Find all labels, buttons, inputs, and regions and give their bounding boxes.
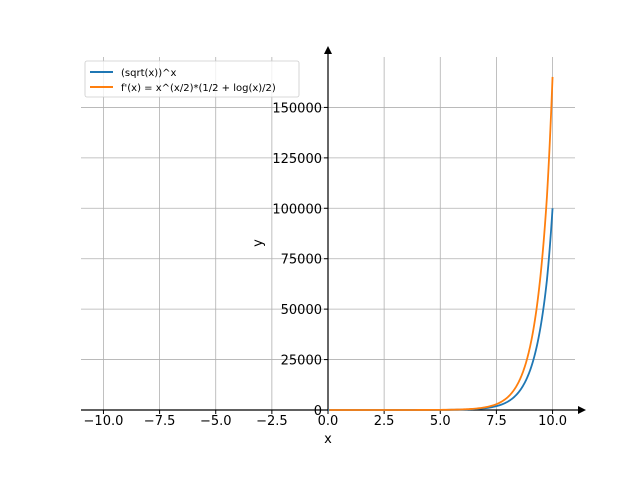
legend-frame <box>84 60 300 98</box>
x-ticks: −10.0 −7.5 −5.0 −2.5 0.0 2.5 5.0 7.5 10.0 <box>84 410 567 429</box>
series-line-1 <box>329 76 554 411</box>
x-tick-label: 0.0 <box>318 414 339 429</box>
x-tick-label: −10.0 <box>84 414 124 429</box>
x-axis-title: x <box>324 432 332 447</box>
legend-label-derivative: f'(x) = x^(x/2)*(1/2 + log(x)/2) <box>121 83 276 94</box>
legend: (sqrt(x))^x f'(x) = x^(x/2)*(1/2 + log(x… <box>84 60 300 98</box>
y-tick-label: 50000 <box>281 303 322 318</box>
y-tick-label: 125000 <box>272 152 322 167</box>
legend-label-sqrt: (sqrt(x))^x <box>121 68 176 79</box>
y-tick-label: 100000 <box>272 202 322 217</box>
y-tick-label: 150000 <box>272 101 322 116</box>
y-axis-title: y <box>251 239 266 247</box>
x-tick-label: 10.0 <box>538 414 567 429</box>
x-tick-label: 2.5 <box>374 414 395 429</box>
x-tick-label: −7.5 <box>144 414 176 429</box>
y-tick-label: 25000 <box>281 354 322 369</box>
x-tick-label: −2.5 <box>256 414 288 429</box>
x-tick-label: 5.0 <box>430 414 451 429</box>
x-tick-label: −5.0 <box>200 414 232 429</box>
y-tick-label: 0 <box>314 404 322 419</box>
y-ticks: 0 25000 50000 75000 100000 125000 150000 <box>272 101 328 419</box>
y-axis-arrow <box>324 46 332 54</box>
x-tick-label: 7.5 <box>486 414 507 429</box>
axes <box>81 46 586 414</box>
y-tick-label: 75000 <box>281 253 322 268</box>
series <box>328 76 554 411</box>
x-axis-arrow <box>578 406 586 414</box>
